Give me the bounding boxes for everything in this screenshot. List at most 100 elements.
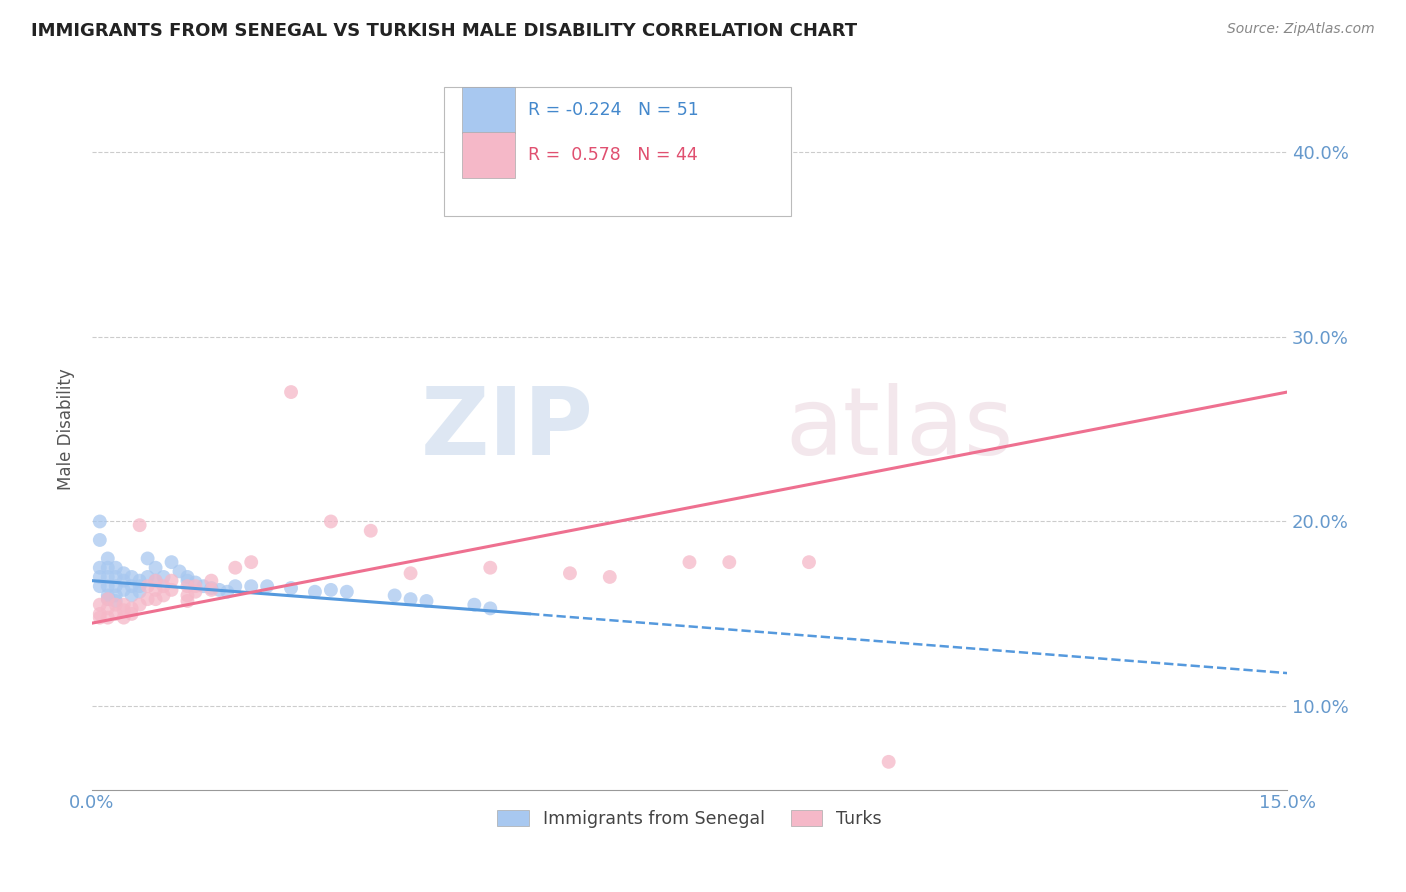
Text: IMMIGRANTS FROM SENEGAL VS TURKISH MALE DISABILITY CORRELATION CHART: IMMIGRANTS FROM SENEGAL VS TURKISH MALE … <box>31 22 858 40</box>
Point <box>240 555 263 569</box>
Point <box>200 574 222 588</box>
Point <box>104 594 127 608</box>
Point <box>145 592 167 607</box>
Point <box>128 598 150 612</box>
Text: ZIP: ZIP <box>420 383 593 475</box>
Point <box>678 555 700 569</box>
Point <box>89 610 111 624</box>
Point <box>104 589 127 603</box>
Point <box>97 601 120 615</box>
Point <box>797 555 820 569</box>
Point <box>145 560 167 574</box>
Point <box>184 575 207 590</box>
Point <box>160 555 183 569</box>
Point <box>176 589 198 603</box>
Point <box>104 598 127 612</box>
Point <box>97 610 120 624</box>
Point <box>319 582 342 597</box>
Point <box>97 551 120 566</box>
Point <box>152 579 174 593</box>
Point <box>718 555 741 569</box>
Point <box>97 589 120 603</box>
Point <box>89 515 111 529</box>
Point <box>145 574 167 588</box>
Point <box>145 582 167 597</box>
Point <box>479 601 502 615</box>
Point <box>112 603 135 617</box>
Point <box>280 581 302 595</box>
Point <box>112 582 135 597</box>
Point <box>336 584 359 599</box>
Point <box>97 592 120 607</box>
Text: R =  0.578   N = 44: R = 0.578 N = 44 <box>529 146 697 164</box>
Point <box>415 594 437 608</box>
Point <box>112 574 135 588</box>
Point <box>136 592 159 607</box>
Point <box>200 581 222 595</box>
Point <box>152 589 174 603</box>
Point <box>89 570 111 584</box>
Point <box>558 566 581 581</box>
Point <box>184 584 207 599</box>
Point <box>280 385 302 400</box>
Point <box>176 570 198 584</box>
Point <box>121 579 143 593</box>
Point <box>217 584 239 599</box>
Point <box>104 579 127 593</box>
Point <box>200 582 222 597</box>
Point <box>128 518 150 533</box>
Point <box>104 560 127 574</box>
Point <box>145 574 167 588</box>
Point <box>97 570 120 584</box>
Point <box>121 589 143 603</box>
Point <box>176 574 198 588</box>
FancyBboxPatch shape <box>444 87 792 217</box>
Point <box>136 570 159 584</box>
Point <box>121 570 143 584</box>
Point <box>112 610 135 624</box>
Point <box>399 592 422 607</box>
Text: atlas: atlas <box>785 383 1014 475</box>
Point <box>112 598 135 612</box>
Point <box>479 560 502 574</box>
Point <box>89 598 111 612</box>
Point <box>176 594 198 608</box>
Text: Source: ZipAtlas.com: Source: ZipAtlas.com <box>1227 22 1375 37</box>
Point <box>208 582 231 597</box>
Text: R = -0.224   N = 51: R = -0.224 N = 51 <box>529 102 699 120</box>
Point <box>176 579 198 593</box>
Point <box>160 582 183 597</box>
Point <box>89 533 111 547</box>
Point <box>304 584 326 599</box>
Point <box>399 566 422 581</box>
Point <box>256 579 278 593</box>
Point <box>89 579 111 593</box>
Point <box>89 560 111 574</box>
Point <box>97 579 120 593</box>
Point <box>224 560 246 574</box>
Point <box>384 589 406 603</box>
Point <box>128 574 150 588</box>
Point <box>224 579 246 593</box>
Point <box>104 570 127 584</box>
Point <box>758 117 780 131</box>
Point <box>97 560 120 574</box>
Point <box>463 598 485 612</box>
FancyBboxPatch shape <box>463 87 515 134</box>
Point <box>89 607 111 621</box>
Point <box>136 551 159 566</box>
Point <box>128 579 150 593</box>
Point <box>193 579 215 593</box>
Point <box>121 601 143 615</box>
Point <box>599 570 621 584</box>
Point <box>97 592 120 607</box>
Point <box>360 524 382 538</box>
Point <box>152 570 174 584</box>
Point <box>240 579 263 593</box>
Y-axis label: Male Disability: Male Disability <box>58 368 75 490</box>
Point <box>136 579 159 593</box>
Point <box>160 574 183 588</box>
Point <box>184 579 207 593</box>
Legend: Immigrants from Senegal, Turks: Immigrants from Senegal, Turks <box>491 803 889 835</box>
Point <box>319 515 342 529</box>
